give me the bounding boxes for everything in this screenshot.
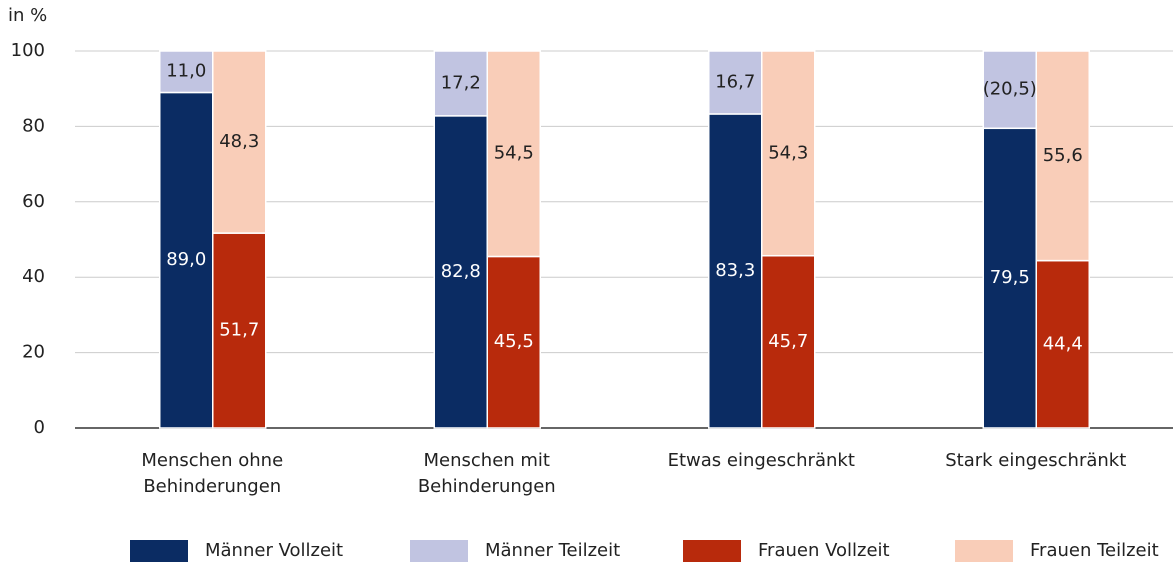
y-tick-label: 40 [22, 266, 45, 287]
legend-label: Frauen Teilzeit [1030, 540, 1159, 561]
y-tick-label: 0 [34, 417, 45, 438]
bar-segment [433, 115, 488, 429]
legend-swatch [683, 540, 741, 562]
legend-label: Frauen Vollzeit [758, 540, 890, 561]
legend-swatch [130, 540, 188, 562]
legend-swatch [955, 540, 1013, 562]
value-label: 79,5 [990, 267, 1030, 288]
bar-segment [982, 127, 1037, 429]
value-label: 82,8 [441, 261, 481, 282]
bar-segment [486, 255, 541, 429]
value-label: 45,5 [494, 331, 534, 352]
y-tick-label: 20 [22, 342, 45, 363]
value-label: 44,4 [1043, 333, 1083, 354]
y-tick-label: 80 [22, 115, 45, 136]
x-tick-label: Stark eingeschränkt [945, 450, 1126, 471]
value-label: 16,7 [715, 71, 755, 92]
bar-segment [982, 50, 1037, 130]
x-tick-label: Menschen mit Behinderungen [418, 450, 556, 497]
legend-label: Männer Vollzeit [205, 540, 343, 561]
bar-segment [761, 254, 816, 429]
value-label: 17,2 [441, 72, 481, 93]
value-label: 48,3 [219, 131, 259, 152]
value-label: 83,3 [715, 260, 755, 281]
value-label: 45,7 [768, 331, 808, 352]
value-label: 11,0 [166, 61, 206, 82]
y-axis-label: in % [8, 5, 47, 26]
y-tick-label: 60 [22, 191, 45, 212]
bar-segment [708, 113, 763, 429]
bar-segment [708, 50, 763, 115]
legend-label: Männer Teilzeit [485, 540, 620, 561]
bar-segment [1035, 50, 1090, 262]
value-label: 54,5 [494, 143, 534, 164]
legend-swatch [410, 540, 468, 562]
bar-segment [212, 50, 267, 234]
bar-segment [159, 91, 214, 429]
value-label: 55,6 [1043, 145, 1083, 166]
bar-segment [212, 232, 267, 429]
bar-segment [486, 50, 541, 258]
x-tick-label: Menschen ohne Behinderungen [141, 450, 283, 497]
bar-segment [433, 50, 488, 117]
bar-segment [1035, 259, 1090, 429]
y-tick-label: 100 [11, 40, 45, 61]
value-label: 89,0 [166, 249, 206, 270]
value-label: 54,3 [768, 142, 808, 163]
value-label: 51,7 [219, 320, 259, 341]
bar-segment [761, 50, 816, 257]
x-tick-label: Etwas eingeschränkt [668, 450, 855, 471]
value-label: (20,5) [983, 79, 1037, 100]
